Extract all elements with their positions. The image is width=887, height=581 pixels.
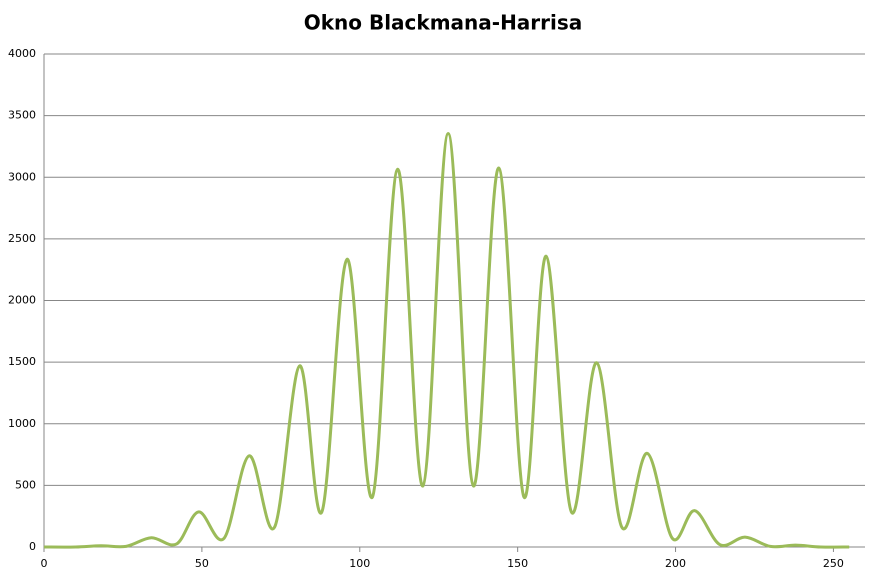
chart-title: Okno Blackmana-Harrisa	[304, 11, 583, 35]
y-tick-label: 3000	[8, 170, 36, 183]
y-tick-label: 1000	[8, 417, 36, 430]
y-tick-label: 4000	[8, 47, 36, 60]
x-tick-label: 0	[41, 557, 48, 570]
x-tick-label: 150	[507, 557, 528, 570]
x-tick-label: 250	[823, 557, 844, 570]
x-tick-label: 200	[665, 557, 686, 570]
y-tick-label: 1500	[8, 355, 36, 368]
line-series	[43, 131, 850, 549]
y-tick-label: 0	[29, 540, 36, 553]
y-tick-label: 3500	[8, 109, 36, 122]
x-tick-label: 50	[195, 557, 209, 570]
y-tick-label: 2000	[8, 294, 36, 307]
y-tick-label: 500	[15, 478, 36, 491]
x-tick-label: 100	[349, 557, 370, 570]
y-tick-label: 2500	[8, 232, 36, 245]
